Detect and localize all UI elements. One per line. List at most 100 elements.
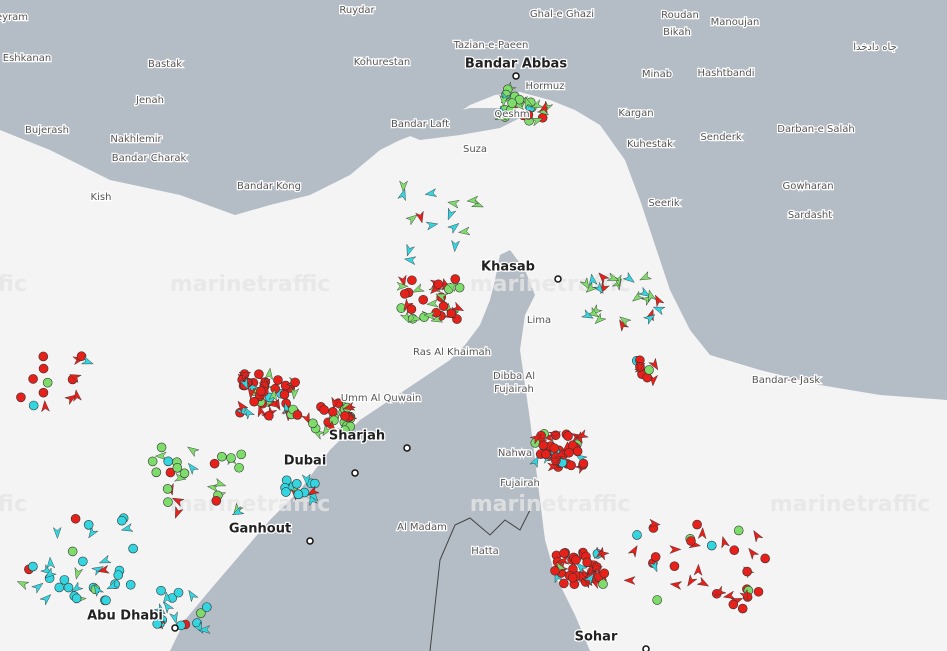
place-label: Senderk xyxy=(700,132,741,143)
vessel xyxy=(753,586,764,597)
vessel xyxy=(548,431,562,441)
vessel xyxy=(433,279,444,290)
vessel xyxy=(28,374,38,384)
vessel xyxy=(588,273,598,287)
vessel xyxy=(39,594,52,606)
vessel xyxy=(169,611,178,625)
place-label: Kish xyxy=(91,192,112,203)
vessel xyxy=(598,579,608,589)
place-label: Lima xyxy=(527,315,551,326)
vessel xyxy=(54,582,65,593)
vessel xyxy=(76,351,87,362)
place-label: Dubai xyxy=(284,454,327,469)
vessel xyxy=(236,449,247,460)
vessel xyxy=(163,497,173,507)
vessel xyxy=(418,294,429,305)
vessel xyxy=(530,99,544,109)
vessel xyxy=(642,314,656,325)
place-label: Ruydar xyxy=(339,5,375,16)
vessel xyxy=(196,608,206,618)
place-label: Bandar Charak xyxy=(112,153,187,164)
vessel xyxy=(42,377,53,388)
vessel xyxy=(557,555,570,565)
vessel xyxy=(606,272,620,281)
vessel xyxy=(113,570,124,580)
vessel xyxy=(687,574,698,587)
vessel xyxy=(64,394,77,406)
place-label: Ghal-e Ghazi xyxy=(530,9,594,20)
vessel xyxy=(742,566,752,577)
place-label: Minab xyxy=(642,69,672,80)
vessel xyxy=(655,294,665,308)
vessel xyxy=(74,566,84,580)
vessel xyxy=(435,293,449,303)
vessel xyxy=(592,281,604,294)
vessel xyxy=(576,562,588,575)
vessel xyxy=(249,396,259,407)
place-label: Bikah xyxy=(663,27,691,38)
vessel xyxy=(301,473,311,487)
vessel xyxy=(339,425,350,436)
vessel xyxy=(78,556,88,567)
vessel xyxy=(644,365,654,375)
place-label: Bandar-e Jask xyxy=(752,375,821,386)
vessel xyxy=(529,455,539,469)
vessel xyxy=(120,523,134,532)
vessel xyxy=(669,581,683,590)
vessel xyxy=(559,548,569,559)
vessel xyxy=(397,274,407,288)
place-label: Bandar Abbas xyxy=(465,57,567,72)
vessel xyxy=(292,410,303,420)
vessel xyxy=(280,380,291,391)
vessel xyxy=(451,301,465,312)
vessel xyxy=(499,94,509,108)
vessels xyxy=(16,81,770,634)
vessel xyxy=(258,377,270,390)
vessel xyxy=(97,564,110,574)
qeshm-island xyxy=(395,108,520,140)
vessel xyxy=(254,369,264,379)
vessel xyxy=(290,387,300,400)
place-label: Bastak xyxy=(148,59,182,70)
vessel xyxy=(340,411,350,421)
vessel xyxy=(162,484,173,494)
place-label: Tazian-e-Paeen xyxy=(453,40,529,51)
vessel xyxy=(567,572,578,583)
vessel xyxy=(622,271,635,283)
vessel xyxy=(71,593,82,604)
vessel xyxy=(619,316,632,328)
vessel xyxy=(238,372,252,381)
vessel xyxy=(264,367,274,381)
vessel xyxy=(494,111,508,121)
vessel xyxy=(151,467,162,478)
port-marker xyxy=(351,469,359,477)
vessel xyxy=(31,582,44,594)
vessel xyxy=(83,520,94,530)
vessel xyxy=(152,619,163,629)
vessel xyxy=(28,561,38,572)
vessel xyxy=(175,505,184,519)
vessel xyxy=(600,281,610,295)
vessel xyxy=(267,399,281,408)
vessel xyxy=(399,310,410,324)
vessel xyxy=(322,423,333,437)
vessel xyxy=(547,462,560,472)
vessel xyxy=(256,386,266,396)
vessel xyxy=(648,559,658,573)
vessel xyxy=(213,477,227,487)
vessel xyxy=(559,578,569,589)
vessel xyxy=(583,573,595,586)
vessel xyxy=(173,587,184,598)
watermark: marinetraffic xyxy=(470,272,631,297)
vessel xyxy=(399,180,408,193)
vessel xyxy=(301,411,311,425)
vessel xyxy=(328,407,338,417)
place-label: Nakhlemir xyxy=(110,134,162,145)
vessel xyxy=(728,599,739,610)
vessel xyxy=(101,595,111,606)
vessel xyxy=(576,429,589,439)
watermark: marinetraffic xyxy=(0,272,27,297)
vessel xyxy=(44,567,57,579)
vessel xyxy=(405,214,418,226)
vessel xyxy=(623,576,636,585)
